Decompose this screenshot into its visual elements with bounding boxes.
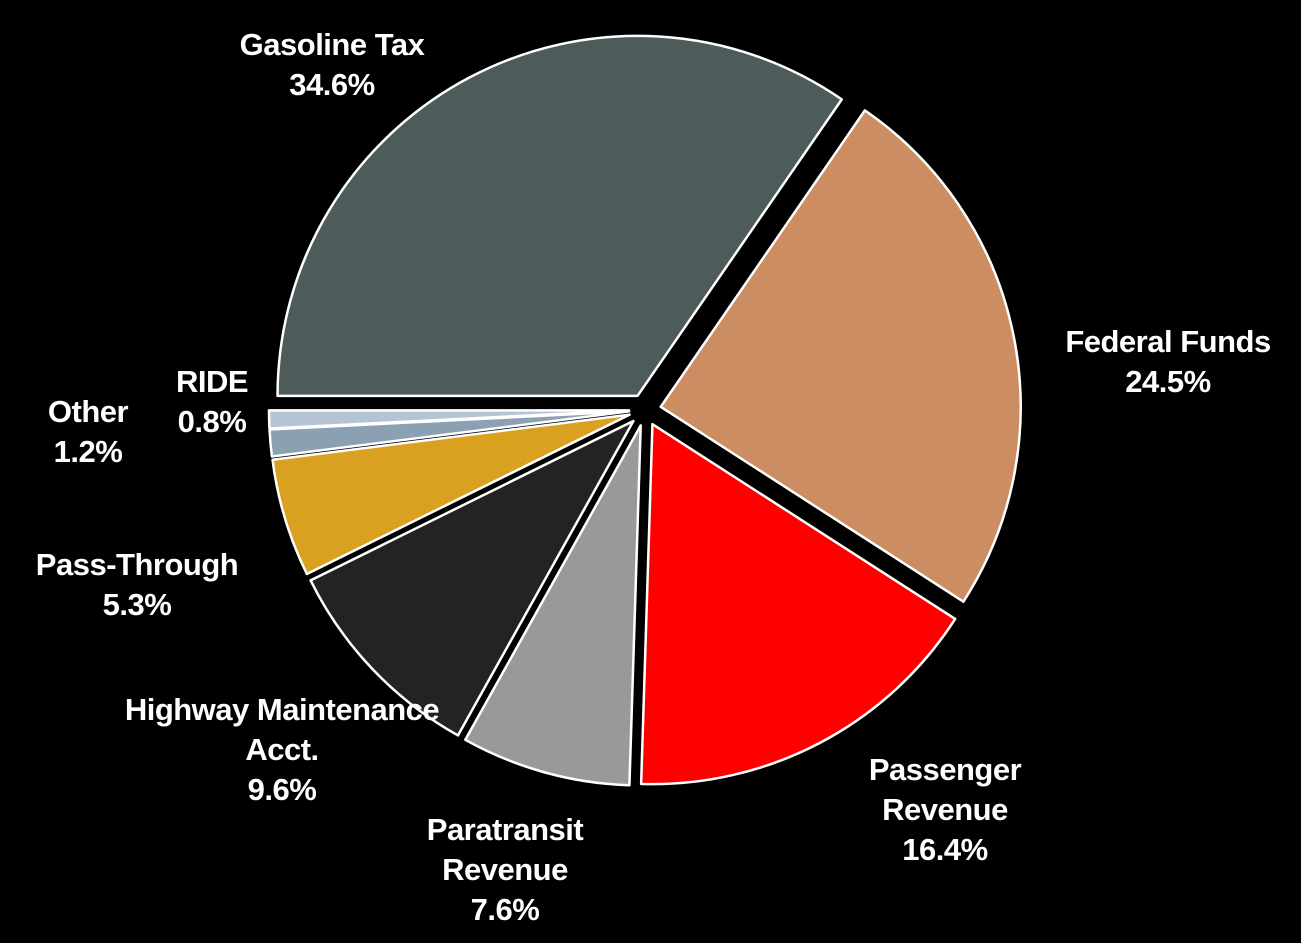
- value-label: 16.4%: [902, 832, 988, 867]
- value-label: 1.2%: [53, 434, 123, 469]
- category-label: Gasoline Tax: [239, 27, 425, 62]
- category-label: Pass-Through: [35, 547, 239, 582]
- category-label: Highway Maintenance Acct.: [124, 692, 440, 767]
- pie-slice: [639, 422, 957, 786]
- pie-slice: [464, 424, 642, 787]
- value-label: 5.3%: [102, 587, 172, 622]
- value-label: 24.5%: [1125, 364, 1211, 399]
- slice-label: Federal Funds 24.5%: [1065, 322, 1271, 402]
- slice-label: RIDE 0.8%: [175, 362, 249, 442]
- slice-label: Pass-Through 5.3%: [35, 545, 239, 625]
- value-label: 34.6%: [289, 67, 375, 102]
- slice-label: Paratransit Revenue 7.6%: [390, 810, 620, 930]
- pie-slice: [271, 413, 631, 576]
- slice-label: Highway Maintenance Acct. 9.6%: [117, 690, 447, 810]
- category-label: Other: [47, 394, 129, 429]
- slice-label: Gasoline Tax 34.6%: [240, 25, 425, 105]
- pie-slice: [309, 419, 635, 737]
- pie-slice: [276, 34, 844, 398]
- category-label: Paratransit Revenue: [426, 812, 584, 887]
- slice-label: Other 1.2%: [47, 392, 129, 472]
- value-label: 9.6%: [247, 772, 317, 807]
- value-label: 0.8%: [177, 404, 247, 439]
- category-label: Passenger Revenue: [868, 752, 1022, 827]
- slice-label: Passenger Revenue 16.4%: [840, 750, 1050, 870]
- value-label: 7.6%: [470, 892, 540, 927]
- pie-slice: [659, 109, 1022, 603]
- category-label: Federal Funds: [1065, 324, 1271, 359]
- category-label: RIDE: [175, 364, 249, 399]
- pie-slice: [267, 409, 631, 430]
